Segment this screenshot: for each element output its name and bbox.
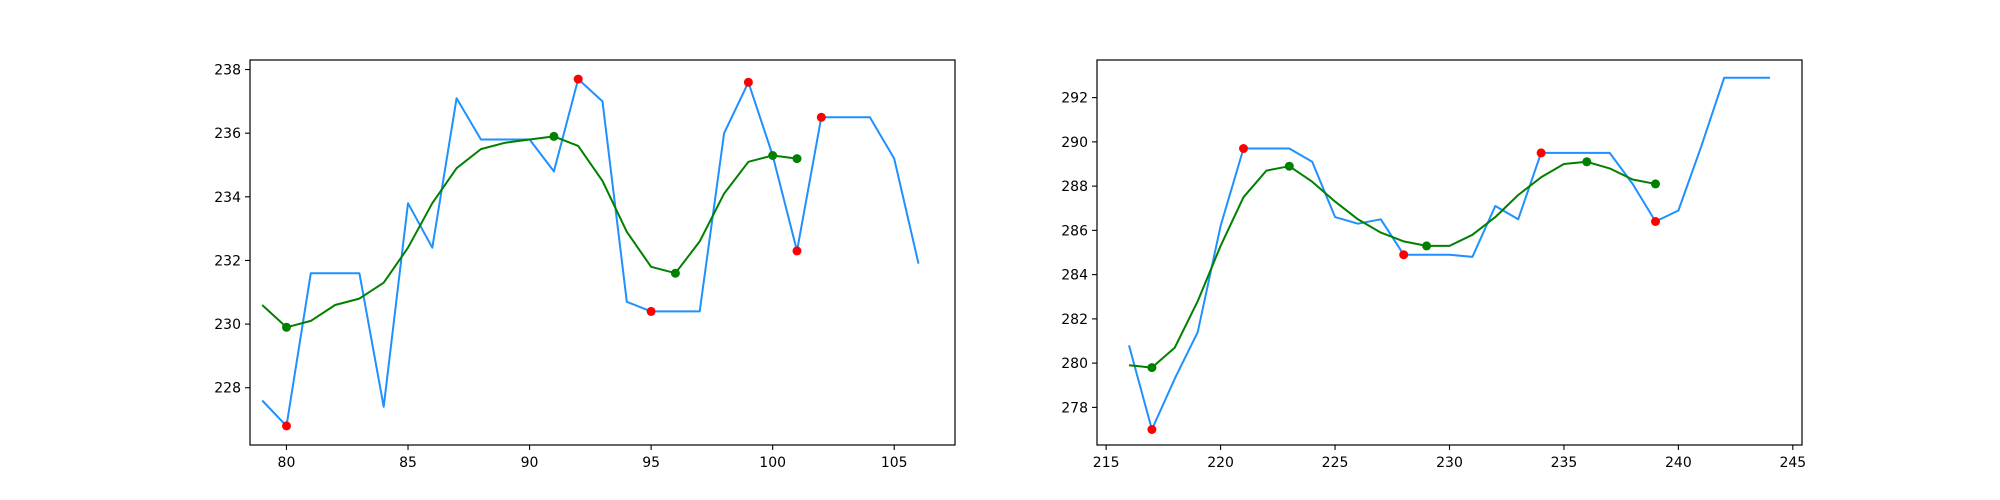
left-marker-2-1 [573,74,583,84]
right-ytick-label: 286 [1061,223,1088,239]
right-xtick-label: 220 [1207,455,1234,471]
right-xtick-label: 245 [1779,455,1806,471]
left-marker-3-1 [549,131,559,141]
left-axes-frame [249,59,956,446]
right-ytick-label: 292 [1061,91,1088,107]
chart-left: 80 85 90 95 100 105 228 230 232 234 236 238 [214,59,956,471]
chart-right: 215 220 225 230 235 240 245 278 280 282 284 286 288 2… [1061,59,1806,471]
right-series-line-1 [1128,160,1656,369]
left-ytick-label: 230 [214,317,241,333]
right-ytick-label: 284 [1061,268,1088,284]
right-ytick-label: 288 [1061,179,1088,195]
left-series-line-1 [261,135,798,329]
left-marker-2-0 [282,421,291,431]
left-marker-3-2 [670,268,680,278]
right-series-line-0 [1128,76,1770,431]
right-ytick-label: 290 [1061,135,1088,151]
left-ytick-label: 234 [214,190,241,206]
right-ytick-label: 280 [1061,356,1088,372]
left-marker-3-4 [792,154,802,164]
left-ytick-label: 228 [214,381,241,397]
right-marker-2-1 [1239,144,1248,153]
left-marker-2-2 [646,306,656,316]
right-xtick-label: 230 [1436,455,1463,471]
right-axes-frame [1096,59,1803,446]
left-xtick-label: 95 [642,455,660,471]
left-xtick-label: 90 [521,455,539,471]
left-ytick-label: 236 [214,126,241,142]
right-xtick-label: 215 [1093,455,1120,471]
left-ytick-label: 238 [214,63,241,79]
left-ytick-label: 232 [214,253,241,269]
left-xtick-label: 105 [881,455,908,471]
right-xtick-label: 235 [1551,455,1578,471]
right-marker-2-0 [1147,425,1157,434]
right-marker-3-1 [1284,161,1294,171]
right-marker-3-2 [1422,241,1432,251]
left-xtick-label: 80 [278,455,296,471]
left-marker-3-3 [768,151,778,160]
left-marker-2-4 [792,246,802,256]
left-xtick-label: 85 [399,455,417,471]
left-marker-2-5 [816,112,826,122]
right-marker-2-4 [1651,217,1660,226]
right-marker-3-3 [1582,157,1592,167]
left-series-line-0 [261,78,920,427]
right-ytick-label: 282 [1061,312,1088,328]
left-marker-2-3 [743,77,753,87]
right-xtick-label: 225 [1322,455,1349,471]
right-xtick-label: 240 [1665,455,1692,471]
right-marker-3-4 [1651,179,1660,189]
right-ytick-label: 278 [1061,400,1088,416]
right-marker-3-0 [1147,363,1157,373]
right-marker-2-2 [1399,250,1409,260]
left-xtick-label: 100 [759,455,786,471]
left-marker-3-0 [282,322,291,332]
right-marker-2-3 [1536,148,1546,158]
